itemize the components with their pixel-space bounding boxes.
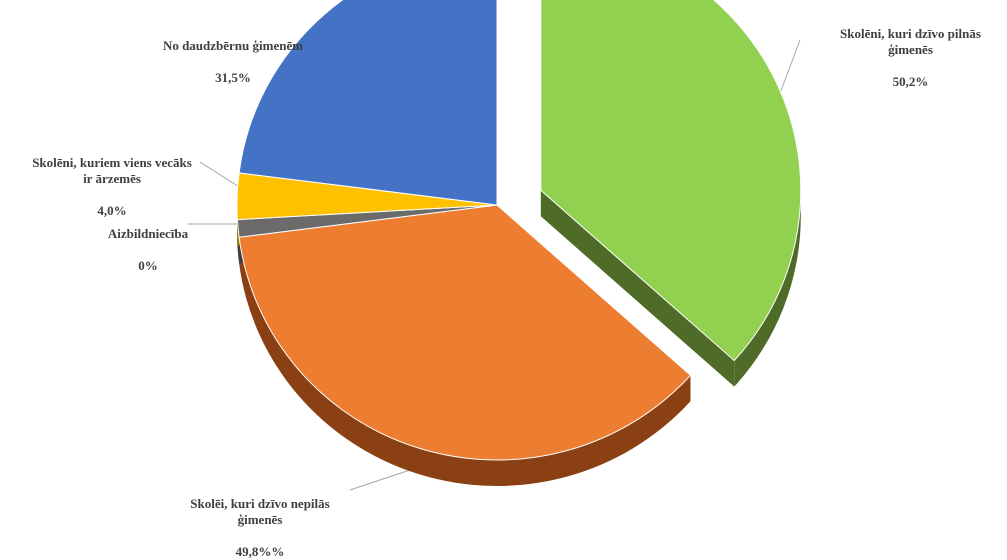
label-aizb-value: 0% xyxy=(138,258,158,273)
label-pilnas: Skolēni, kuri dzīvo pilnās ģimenēs 50,2% xyxy=(818,10,1003,90)
label-daudzb-name: No daudzbērnu ģimenēm xyxy=(163,38,303,53)
label-aizb-name: Aizbildniecība xyxy=(108,226,188,241)
label-aizb: Aizbildniecība 0% xyxy=(88,210,208,274)
label-nepilas: Skolēi, kuri dzīvo nepilās ģimenēs 49,8%… xyxy=(160,480,360,560)
label-arzemes-name: Skolēni, kuriem viens vecāks ir ārzemēs xyxy=(32,155,192,186)
label-pilnas-value: 50,2% xyxy=(893,74,929,89)
label-nepilas-value: 49,8%% xyxy=(236,544,285,559)
label-daudzb: No daudzbērnu ģimenēm 31,5% xyxy=(138,22,328,86)
label-arzemes: Skolēni, kuriem viens vecāks ir ārzemēs … xyxy=(6,139,218,219)
label-pilnas-name: Skolēni, kuri dzīvo pilnās ģimenēs xyxy=(840,26,981,57)
label-nepilas-name: Skolēi, kuri dzīvo nepilās ģimenēs xyxy=(190,496,329,527)
label-daudzb-value: 31,5% xyxy=(215,70,251,85)
